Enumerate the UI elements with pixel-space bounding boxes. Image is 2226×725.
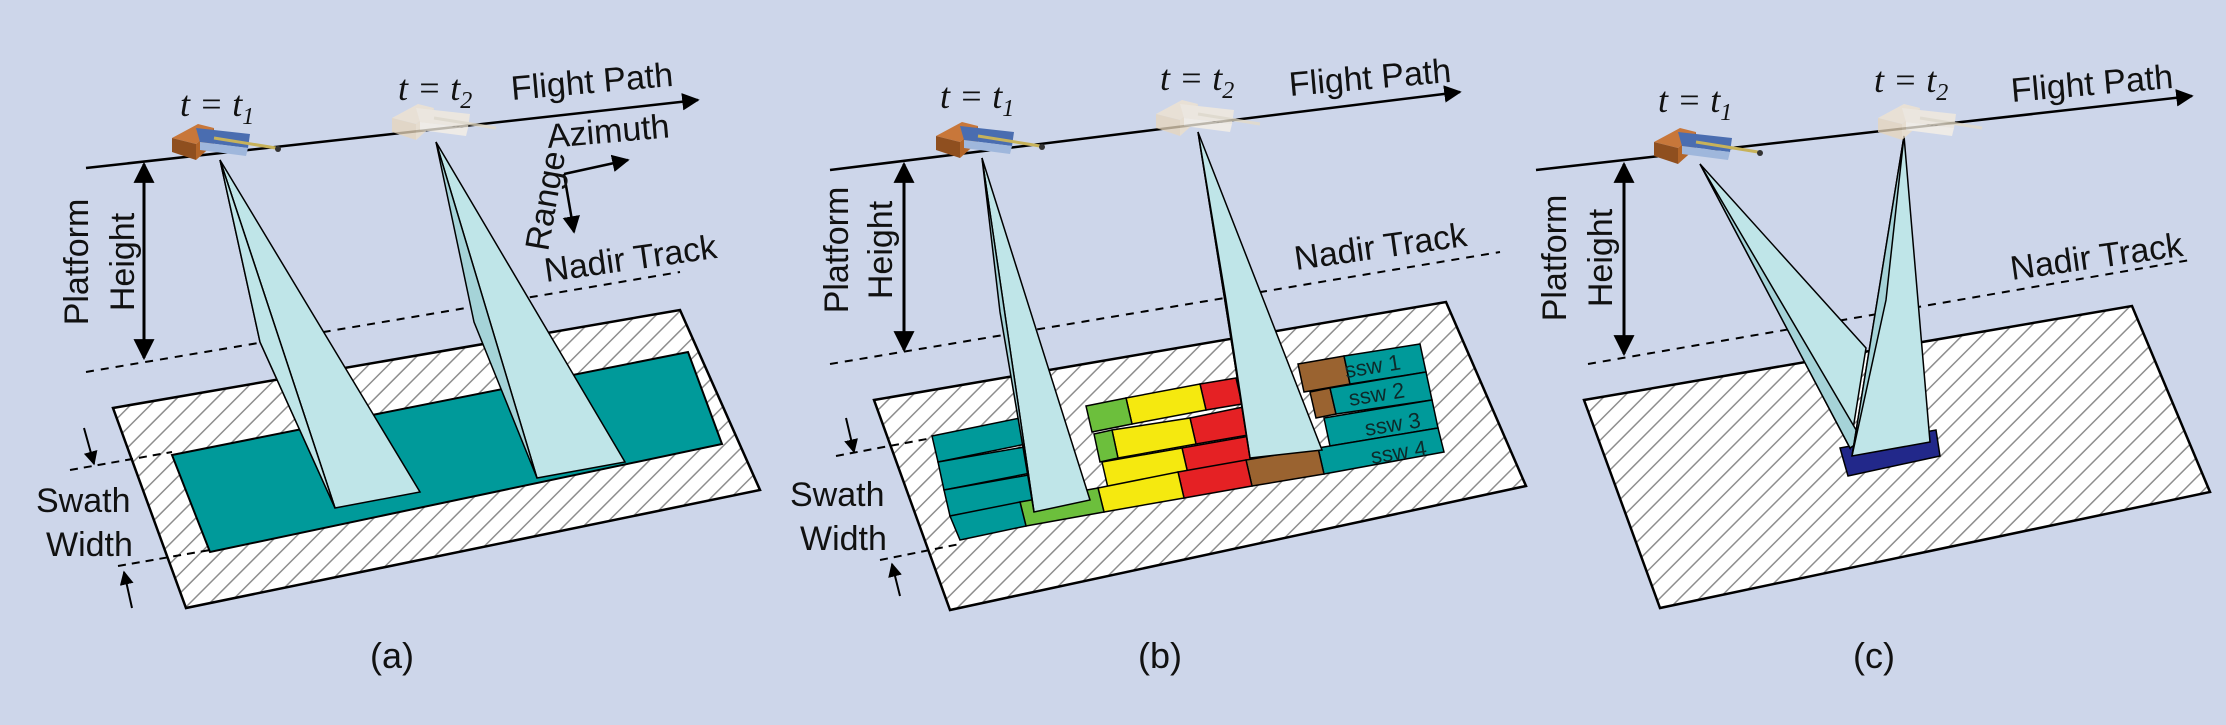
flight-path-line [1535, 89, 2194, 172]
t1-label: t = t1 [940, 76, 1014, 122]
swath-arrow-upper [83, 427, 98, 466]
scansar-bursts [931, 343, 1445, 541]
swath-dashed-upper [69, 451, 173, 471]
beam-t2 [1197, 131, 1324, 459]
width-label: Width [800, 520, 887, 558]
panel-b: ssw 1 ssw 2 ssw 3 ssw 4 t = t1 t = t2 Fl… [790, 52, 1528, 676]
satellite-t2-icon [390, 102, 498, 142]
beam-t2 [435, 141, 627, 479]
height-label: Height [104, 212, 142, 311]
width-label: Width [46, 526, 133, 564]
ssw4-burst-teal-left [948, 501, 1027, 541]
panel-a: t = t1 t = t2 Flight Path Platform Heigh… [36, 56, 762, 676]
flight-path-label: Flight Path [2009, 58, 2174, 110]
beam-t1 [219, 159, 422, 509]
nadir-track-label: Nadir Track [2008, 226, 2186, 288]
ssw2-burst-green [1093, 429, 1119, 463]
flight-path-label: Flight Path [509, 56, 674, 108]
nadir-track-label: Nadir Track [542, 228, 720, 290]
t2-label: t = t2 [1160, 58, 1234, 104]
swath-arrow-lower [888, 562, 902, 597]
panel-c: t = t1 t = t2 Flight Path Platform Heigh… [1535, 58, 2212, 676]
satellite-t1-icon [934, 120, 1047, 160]
satellite-t1-icon [170, 122, 283, 162]
swath-dashed-lower [117, 549, 211, 567]
caption-a: (a) [370, 635, 414, 676]
nadir-track [85, 271, 681, 373]
swath-label: Swath [790, 476, 885, 514]
range-arrow [562, 173, 580, 234]
caption-c: (c) [1853, 635, 1895, 676]
caption-b: (b) [1138, 635, 1182, 676]
platform-label: Platform [818, 187, 856, 314]
height-label: Height [1582, 208, 1620, 307]
t1-label: t = t1 [180, 84, 254, 130]
beam-t1 [981, 157, 1091, 513]
range-label: Range [518, 148, 573, 253]
platform-label: Platform [58, 199, 96, 326]
t2-label: t = t2 [398, 68, 472, 114]
beam-t1 [1699, 163, 1867, 451]
ssw1-burst-green [1085, 397, 1133, 433]
swath-arrow-lower [119, 570, 134, 609]
nadir-track-label: Nadir Track [1292, 216, 1470, 278]
swath-label: Swath [36, 482, 131, 520]
azimuth-arrow [563, 154, 630, 176]
flight-path-line [829, 85, 1462, 172]
t2-label: t = t2 [1874, 60, 1948, 106]
height-label: Height [862, 200, 900, 299]
ssw1-burst-red [1199, 377, 1243, 411]
beam-t2 [1851, 135, 1931, 457]
t1-label: t = t1 [1658, 80, 1732, 126]
platform-label: Platform [1536, 195, 1574, 322]
swath-arrow-upper [844, 417, 858, 454]
